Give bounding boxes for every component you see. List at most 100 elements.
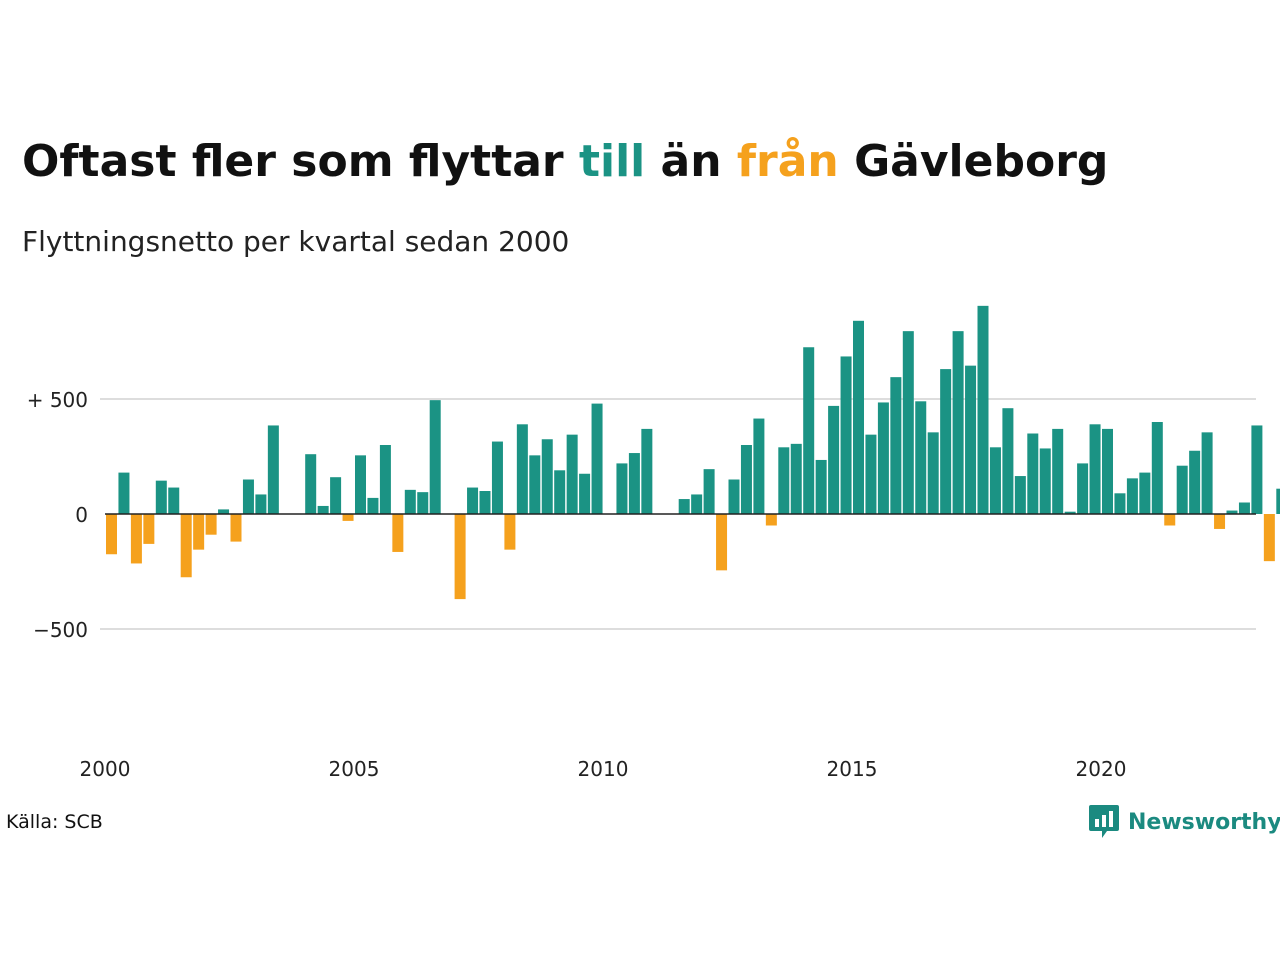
bar: [1027, 433, 1039, 514]
bar: [579, 473, 591, 514]
bar: [765, 514, 777, 526]
bar: [180, 514, 192, 578]
bar: [1151, 422, 1163, 514]
source-note: Källa: SCB: [6, 811, 103, 833]
bar: [404, 489, 416, 514]
bar: [1189, 450, 1201, 514]
bar: [242, 479, 254, 514]
bar: [355, 455, 366, 514]
bar: [952, 331, 964, 514]
bar: [155, 480, 167, 514]
chart-title: Oftast fler som flyttar till än från Gäv…: [22, 132, 1108, 192]
bar: [840, 356, 852, 514]
bar: [1077, 463, 1089, 514]
bar: [790, 443, 802, 514]
bar: [940, 369, 952, 514]
bar: [1226, 510, 1238, 514]
bar: [1064, 511, 1076, 514]
bar: [230, 514, 242, 542]
bar: [491, 441, 503, 514]
bar: [193, 514, 205, 550]
bar: [467, 487, 479, 514]
bar: [803, 347, 815, 514]
bar: [1164, 514, 1176, 526]
bar: [815, 459, 827, 514]
x-tick-label: 2015: [827, 757, 878, 781]
bar: [927, 432, 939, 514]
bar: [330, 477, 342, 514]
bar: [218, 509, 230, 514]
bar: [255, 494, 267, 514]
bar: [267, 425, 279, 514]
bar: [1238, 502, 1250, 514]
bar: [118, 472, 130, 514]
y-tick-label: −500: [33, 618, 88, 642]
bar: [130, 514, 142, 564]
bar: [168, 487, 180, 514]
bar: [541, 439, 553, 514]
title-part-3: Gävleborg: [838, 136, 1109, 187]
bar: [1276, 488, 1280, 514]
brand-logo: Newsworthy: [1088, 803, 1280, 841]
bar: [989, 447, 1001, 514]
bar: [1002, 408, 1014, 514]
bar: [1139, 472, 1151, 514]
bar: [915, 401, 927, 514]
bar: [1052, 428, 1064, 514]
newsworthy-logo-icon: [1089, 805, 1119, 838]
bar: [1102, 428, 1113, 514]
bar: [566, 434, 578, 514]
bar: [1214, 514, 1226, 529]
title-part-2: än: [645, 136, 737, 187]
bar: [205, 514, 217, 535]
bar: [740, 445, 752, 514]
bar: [429, 400, 441, 514]
title-part-1: Oftast fler som flyttar: [22, 136, 579, 187]
bar: [143, 514, 155, 544]
bar: [529, 455, 541, 514]
bar: [106, 514, 117, 555]
bar: [616, 463, 628, 514]
y-tick-label: 0: [75, 503, 88, 527]
bar: [516, 424, 528, 514]
bar: [479, 491, 491, 514]
bar: [554, 470, 566, 514]
bar: [865, 434, 877, 514]
bar: [641, 428, 653, 514]
bar: [1251, 425, 1263, 514]
x-tick-label: 2000: [80, 757, 131, 781]
bar: [392, 514, 404, 552]
bar: [1039, 448, 1051, 514]
bar: [778, 447, 790, 514]
y-tick-label: + 500: [27, 388, 88, 412]
x-tick-label: 2010: [578, 757, 629, 781]
bar: [691, 494, 703, 514]
bar: [504, 514, 516, 550]
bar: [1263, 514, 1275, 562]
bar: [1014, 476, 1026, 514]
bar: [342, 514, 354, 521]
bar: [628, 453, 640, 514]
bar: [902, 331, 914, 514]
bar: [753, 418, 765, 514]
title-highlight-in: till: [578, 136, 646, 187]
title-highlight-out: från: [736, 136, 839, 187]
bar: [1089, 424, 1101, 514]
bar: [1176, 465, 1188, 514]
bar: [890, 377, 902, 514]
bar: [1126, 478, 1138, 514]
bar: [417, 492, 429, 514]
bar: [877, 402, 889, 514]
bar: [317, 505, 329, 514]
bar: [1114, 493, 1126, 514]
bar: [703, 469, 715, 514]
bar: [305, 454, 317, 514]
bar: [678, 499, 690, 514]
bar: [367, 497, 379, 514]
x-tick-label: 2020: [1076, 757, 1127, 781]
bar: [828, 405, 840, 514]
bar: [853, 320, 864, 514]
bar: [454, 514, 466, 600]
bar: [977, 305, 989, 514]
